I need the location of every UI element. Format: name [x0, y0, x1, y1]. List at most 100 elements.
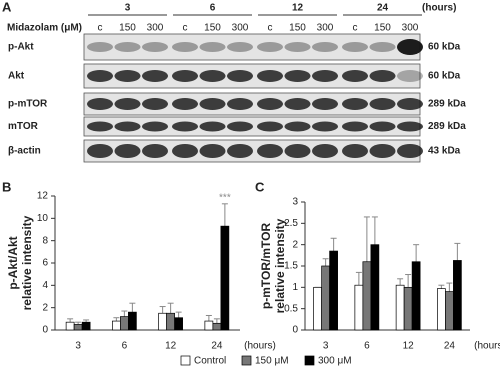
band: [114, 121, 141, 132]
legend-item: Control: [180, 355, 226, 367]
band: [312, 42, 338, 52]
dose-label: 150: [289, 23, 306, 34]
x-axis-label: (hours): [474, 341, 500, 352]
band: [227, 70, 253, 82]
x-tick-label: 3: [323, 341, 329, 352]
band: [284, 70, 311, 82]
dose-label: c: [353, 23, 358, 34]
row-label: Akt: [8, 71, 25, 82]
y-axis-label: p-Akt/Akt: [6, 236, 20, 289]
bar: [395, 284, 405, 331]
band: [142, 144, 168, 158]
bar: [354, 284, 364, 331]
band: [397, 98, 423, 110]
band: [342, 144, 368, 158]
row-label: p-Akt: [8, 42, 34, 53]
treatment-label: Midazolam (μM): [7, 23, 82, 34]
y-axis-label: relative intensity: [273, 218, 287, 313]
band: [114, 98, 141, 110]
band: [369, 98, 396, 110]
bar: [174, 317, 183, 331]
band: [257, 42, 283, 52]
y-axis-label: relative intensity: [20, 215, 34, 310]
legend-swatch: [180, 355, 191, 366]
bar: [362, 261, 372, 331]
band: [199, 70, 226, 82]
band: [369, 144, 396, 158]
dose-label: c: [268, 23, 273, 34]
x-axis-label: (hours): [244, 341, 276, 352]
size-label: 43 kDa: [428, 146, 461, 157]
size-label: 289 kDa: [428, 99, 466, 110]
band: [284, 144, 311, 158]
time-label: 24: [377, 3, 389, 14]
x-tick-label: 12: [403, 341, 415, 352]
dose-label: 150: [204, 23, 221, 34]
band: [199, 144, 226, 158]
time-label: 3: [125, 3, 131, 14]
bar: [411, 261, 421, 331]
band: [397, 121, 423, 132]
band: [284, 121, 311, 132]
panel-label: B: [2, 179, 11, 194]
band: [257, 98, 283, 110]
band: [342, 70, 368, 82]
band: [312, 121, 338, 132]
band: [257, 144, 283, 158]
bar: [321, 265, 330, 331]
band: [114, 70, 141, 82]
y-tick-label: 0: [42, 325, 48, 336]
band: [284, 98, 311, 110]
bar: [370, 244, 380, 331]
dose-label: c: [183, 23, 188, 34]
band: [172, 42, 198, 52]
band: [87, 70, 113, 82]
bar: [81, 321, 91, 331]
y-tick-label: 3: [292, 197, 298, 208]
bar: [158, 312, 167, 331]
x-tick-label: 24: [444, 341, 456, 352]
bar: [437, 288, 446, 331]
x-tick-label: 24: [211, 341, 223, 352]
bar: [65, 321, 75, 331]
bar: [220, 225, 230, 331]
band: [369, 70, 396, 82]
bar: [453, 260, 462, 331]
row-label: mTOR: [8, 121, 39, 132]
dose-label: 300: [232, 23, 249, 34]
band: [312, 98, 338, 110]
band: [172, 98, 198, 110]
band: [397, 70, 423, 82]
band: [87, 98, 113, 110]
bar: [128, 311, 137, 331]
band: [342, 121, 368, 132]
blot-strip: [83, 33, 421, 61]
legend-label: 150 μM: [255, 356, 289, 367]
band: [227, 144, 253, 158]
bar: [329, 250, 338, 331]
band: [114, 42, 141, 52]
legend-item: 150 μM: [241, 355, 289, 367]
y-tick-label: 12: [37, 191, 49, 202]
band: [87, 42, 113, 52]
panel-label: C: [255, 179, 265, 194]
bar: [120, 316, 129, 331]
legend-item: 300 μM: [304, 356, 352, 367]
bar: [73, 324, 83, 331]
size-label: 60 kDa: [428, 71, 461, 82]
y-tick-label: 6: [42, 258, 48, 269]
dose-label: 150: [374, 23, 391, 34]
row-label: p-mTOR: [8, 99, 48, 110]
y-tick-label: 8: [42, 235, 48, 246]
time-unit: (hours): [422, 3, 456, 14]
band: [142, 70, 168, 82]
legend-swatch: [241, 355, 252, 366]
band: [312, 70, 338, 82]
dose-label: 300: [402, 23, 419, 34]
band: [227, 42, 253, 52]
y-tick-label: 0: [292, 325, 298, 336]
band: [257, 70, 283, 82]
panel-label: A: [2, 0, 12, 14]
band: [87, 144, 113, 158]
